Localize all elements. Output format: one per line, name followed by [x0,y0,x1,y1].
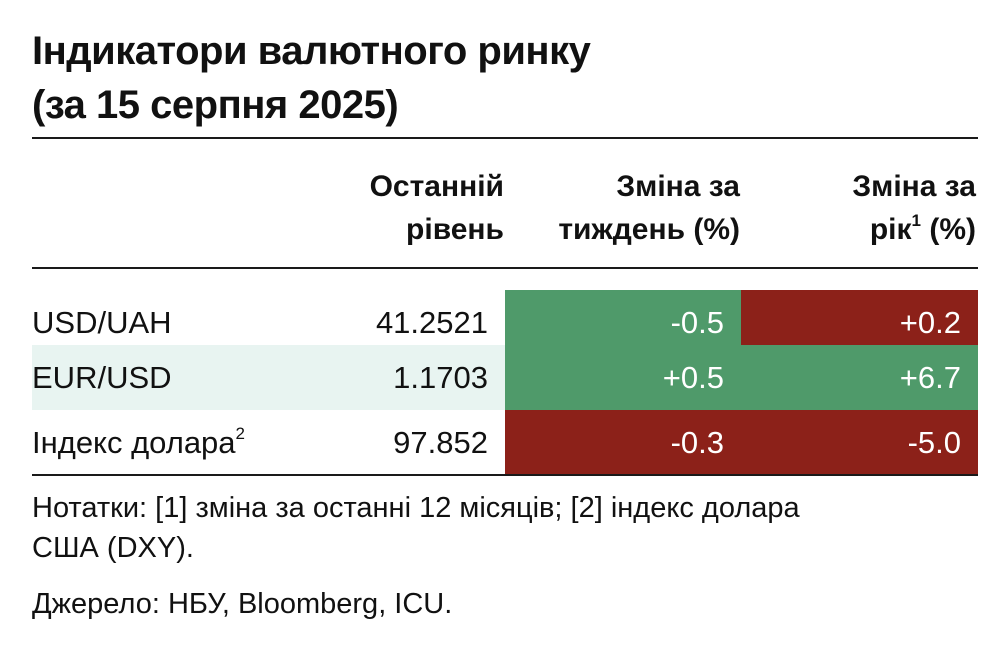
row-name: Індекс долара2 [32,410,332,475]
table-row: EUR/USD 1.1703 +0.5 +6.7 [32,345,978,410]
row-last-level: 1.1703 [393,360,488,395]
header-year-footnote: 1 [911,211,921,230]
row-name-text: Індекс долара [32,425,236,460]
table-row: Індекс долара2 97.852 -0.3 -5.0 [32,410,978,475]
source-note: Джерело: НБУ, Bloomberg, ICU. [32,588,453,620]
notes-line-1: Нотатки: [1] зміна за останні 12 місяців… [32,492,800,524]
header-last-level-line1: Останній [369,170,504,203]
notes-line-2: США (DXY). [32,532,194,564]
title-line-1: Індикатори валютного ринку [32,29,591,73]
row-last-level: 97.852 [393,425,488,460]
row-year-change: +0.2 [741,290,978,355]
header-year-change-line2: рік1 (%) [760,208,976,251]
table-title: Індикатори валютного ринку (за 15 серпня… [32,24,591,132]
header-year-label: рік [869,213,912,246]
row-week-change: -0.3 [505,410,741,475]
header-last-level: Останній рівень [340,165,504,251]
bottom-rule [32,474,978,476]
row-week-change: +0.5 [505,345,741,410]
header-last-level-line2: рівень [406,213,504,246]
header-year-change-line1: Зміна за [852,170,976,203]
header-rule [32,267,978,269]
title-line-2: (за 15 серпня 2025) [32,83,399,127]
top-rule [32,137,978,139]
header-week-change-line1: Зміна за [616,170,740,203]
table-row: USD/UAH 41.2521 -0.5 +0.2 [32,290,978,355]
row-year-change: +6.7 [741,345,978,410]
row-name: USD/UAH [32,305,172,340]
row-week-change: -0.5 [505,290,741,355]
row-name: EUR/USD [32,360,172,395]
row-year-change: -5.0 [741,410,978,475]
header-week-change: Зміна за тиждень (%) [520,165,740,251]
header-week-change-line2: тиждень (%) [558,213,740,246]
row-name-footnote: 2 [235,424,246,443]
header-year-unit: (%) [921,213,976,246]
row-last-level: 41.2521 [375,305,488,340]
header-year-change: Зміна за рік1 (%) [760,165,976,251]
